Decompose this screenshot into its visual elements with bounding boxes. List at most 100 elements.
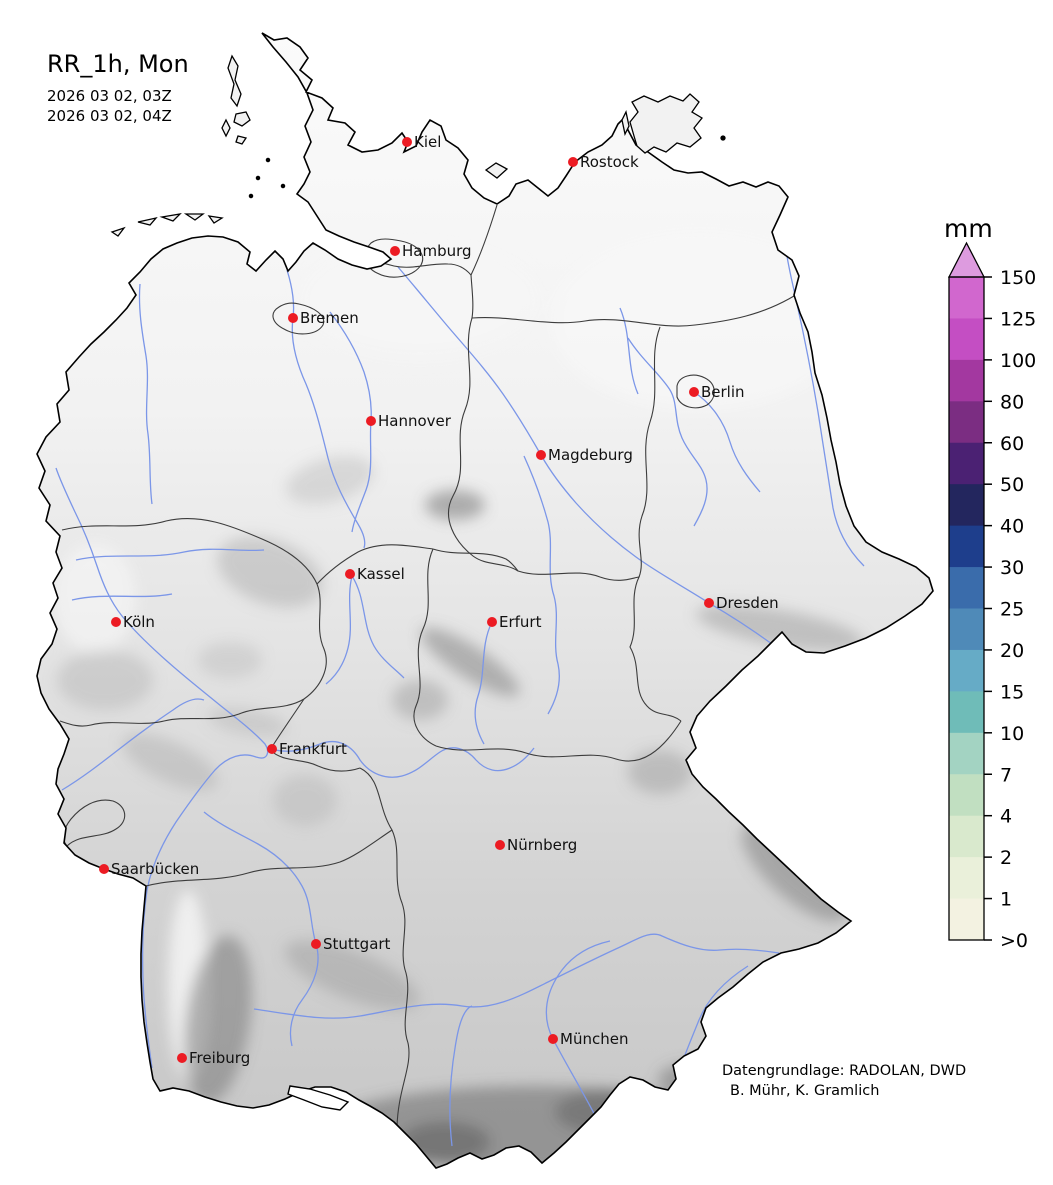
colorbar-segment bbox=[949, 442, 984, 485]
river-danube bbox=[253, 933, 780, 1019]
island-fehmarn bbox=[484, 162, 509, 179]
city-label: Kiel bbox=[414, 133, 441, 151]
river-oder bbox=[783, 199, 865, 567]
colorbar: mm 150 125 100 80 60 50 40 30 25 20 15 10 7 4 2 1 >0 bbox=[944, 214, 1036, 952]
river-elbe bbox=[397, 266, 773, 645]
colorbar-tick-label: 80 bbox=[1000, 391, 1024, 413]
river-werra bbox=[351, 575, 405, 679]
city-label: Köln bbox=[123, 613, 155, 631]
colorbar-segment bbox=[949, 732, 984, 775]
islands bbox=[110, 54, 726, 237]
colorbar-tick-label: 25 bbox=[1000, 599, 1024, 621]
river-mosel bbox=[61, 698, 205, 791]
city-label: Freiburg bbox=[189, 1049, 250, 1067]
colorbar-tick-label: 2 bbox=[1000, 847, 1012, 869]
city-marker-kiel: Kiel bbox=[402, 133, 441, 151]
colorbar-segment bbox=[949, 484, 984, 527]
island-juist bbox=[137, 216, 158, 226]
river-neckar bbox=[203, 811, 319, 1047]
river-unstrut bbox=[474, 621, 493, 745]
colorbar-tick-label: 1 bbox=[1000, 889, 1012, 911]
islet bbox=[255, 175, 261, 181]
colorbar-tick-label: 150 bbox=[1000, 267, 1036, 289]
city-label: München bbox=[560, 1030, 628, 1048]
islet bbox=[248, 193, 254, 199]
island-norderney bbox=[159, 213, 182, 222]
river-ruhr bbox=[71, 593, 173, 601]
river-rhine bbox=[55, 467, 269, 1069]
river-isar bbox=[545, 940, 611, 1122]
river-saale bbox=[523, 455, 560, 715]
city-label: Frankfurt bbox=[279, 740, 347, 758]
river-havel bbox=[627, 337, 708, 527]
colorbar-tick-label: 7 bbox=[1000, 764, 1012, 786]
island-pellworm bbox=[235, 135, 248, 145]
islet bbox=[720, 135, 726, 141]
islet bbox=[265, 157, 271, 163]
colorbar-tick-label: 40 bbox=[1000, 516, 1024, 538]
colorbar-segment bbox=[949, 608, 984, 651]
city-marker-hamburg: Hamburg bbox=[390, 242, 472, 260]
islet bbox=[280, 183, 286, 189]
colorbar-segment bbox=[949, 318, 984, 361]
credits: Datengrundlage: RADOLAN, DWD B. Mühr, K.… bbox=[722, 1061, 966, 1101]
city-marker-köln: Köln bbox=[111, 613, 155, 631]
colorbar-segment bbox=[949, 277, 984, 319]
city-marker-erfurt: Erfurt bbox=[487, 613, 542, 631]
colorbar-segment bbox=[949, 649, 984, 692]
colorbar-segment bbox=[949, 691, 984, 734]
colorbar-segment bbox=[949, 815, 984, 858]
city-marker-freiburg: Freiburg bbox=[177, 1049, 250, 1067]
credits-authors: B. Mühr, K. Gramlich bbox=[730, 1083, 880, 1099]
river-main bbox=[271, 740, 535, 778]
city-marker-magdeburg: Magdeburg bbox=[536, 446, 633, 464]
city-marker-nürnberg: Nürnberg bbox=[495, 836, 577, 854]
city-marker-bremen: Bremen bbox=[288, 309, 359, 327]
city-label: Dresden bbox=[716, 594, 779, 612]
city-layer: Kiel Rostock Hamburg Bremen Berlin Hannover Ma… bbox=[99, 133, 779, 1067]
city-label: Hamburg bbox=[402, 242, 472, 260]
river-spree bbox=[693, 391, 761, 493]
lake-constance bbox=[287, 1085, 350, 1111]
city-label: Nürnberg bbox=[507, 836, 577, 854]
colorbar-tick-label: 10 bbox=[1000, 723, 1024, 745]
colorbar-tick-label: 125 bbox=[1000, 308, 1036, 330]
rivers bbox=[55, 199, 865, 1147]
colorbar-segment bbox=[949, 774, 984, 817]
city-label: Bremen bbox=[300, 309, 359, 327]
city-marker-rostock: Rostock bbox=[568, 153, 639, 171]
colorbar-tick-label: 20 bbox=[1000, 640, 1024, 662]
colorbar-tick-label: 15 bbox=[1000, 681, 1024, 703]
river-fulda bbox=[325, 575, 353, 685]
colorbar-segment bbox=[949, 567, 984, 609]
city-marker-berlin: Berlin bbox=[689, 383, 745, 401]
colorbar-segment bbox=[949, 857, 984, 900]
colorbar-tick-label: >0 bbox=[1000, 930, 1028, 952]
colorbar-unit-label: mm bbox=[944, 214, 993, 243]
city-label: Erfurt bbox=[499, 613, 542, 631]
island-wangerooge bbox=[207, 215, 224, 224]
island-langeoog bbox=[183, 213, 205, 221]
colorbar-tick-label: 4 bbox=[1000, 806, 1012, 828]
city-marker-frankfurt: Frankfurt bbox=[267, 740, 347, 758]
city-label: Magdeburg bbox=[548, 446, 633, 464]
colorbar-segment bbox=[949, 401, 984, 444]
river-lech bbox=[449, 1005, 473, 1147]
city-label: Kassel bbox=[357, 565, 405, 583]
timestamp-to: 2026 03 02, 04Z bbox=[47, 107, 172, 125]
city-marker-münchen: München bbox=[548, 1030, 628, 1048]
city-marker-saarbücken: Saarbücken bbox=[99, 860, 199, 878]
title-block: RR_1h, Mon 2026 03 02, 03Z 2026 03 02, 0… bbox=[47, 50, 189, 126]
state-borders bbox=[59, 204, 795, 1128]
timestamp-block: 2026 03 02, 03Z 2026 03 02, 04Z bbox=[47, 86, 189, 126]
island-sylt bbox=[227, 54, 242, 108]
colorbar-segment bbox=[949, 898, 984, 941]
colorbar-overflow-arrow bbox=[947, 241, 986, 278]
island-ruegen bbox=[629, 93, 703, 154]
island-amrum bbox=[221, 118, 231, 138]
timestamp-from: 2026 03 02, 03Z bbox=[47, 87, 172, 105]
map-title: RR_1h, Mon bbox=[47, 50, 189, 78]
river-mv bbox=[619, 307, 639, 395]
city-label: Saarbücken bbox=[111, 860, 199, 878]
